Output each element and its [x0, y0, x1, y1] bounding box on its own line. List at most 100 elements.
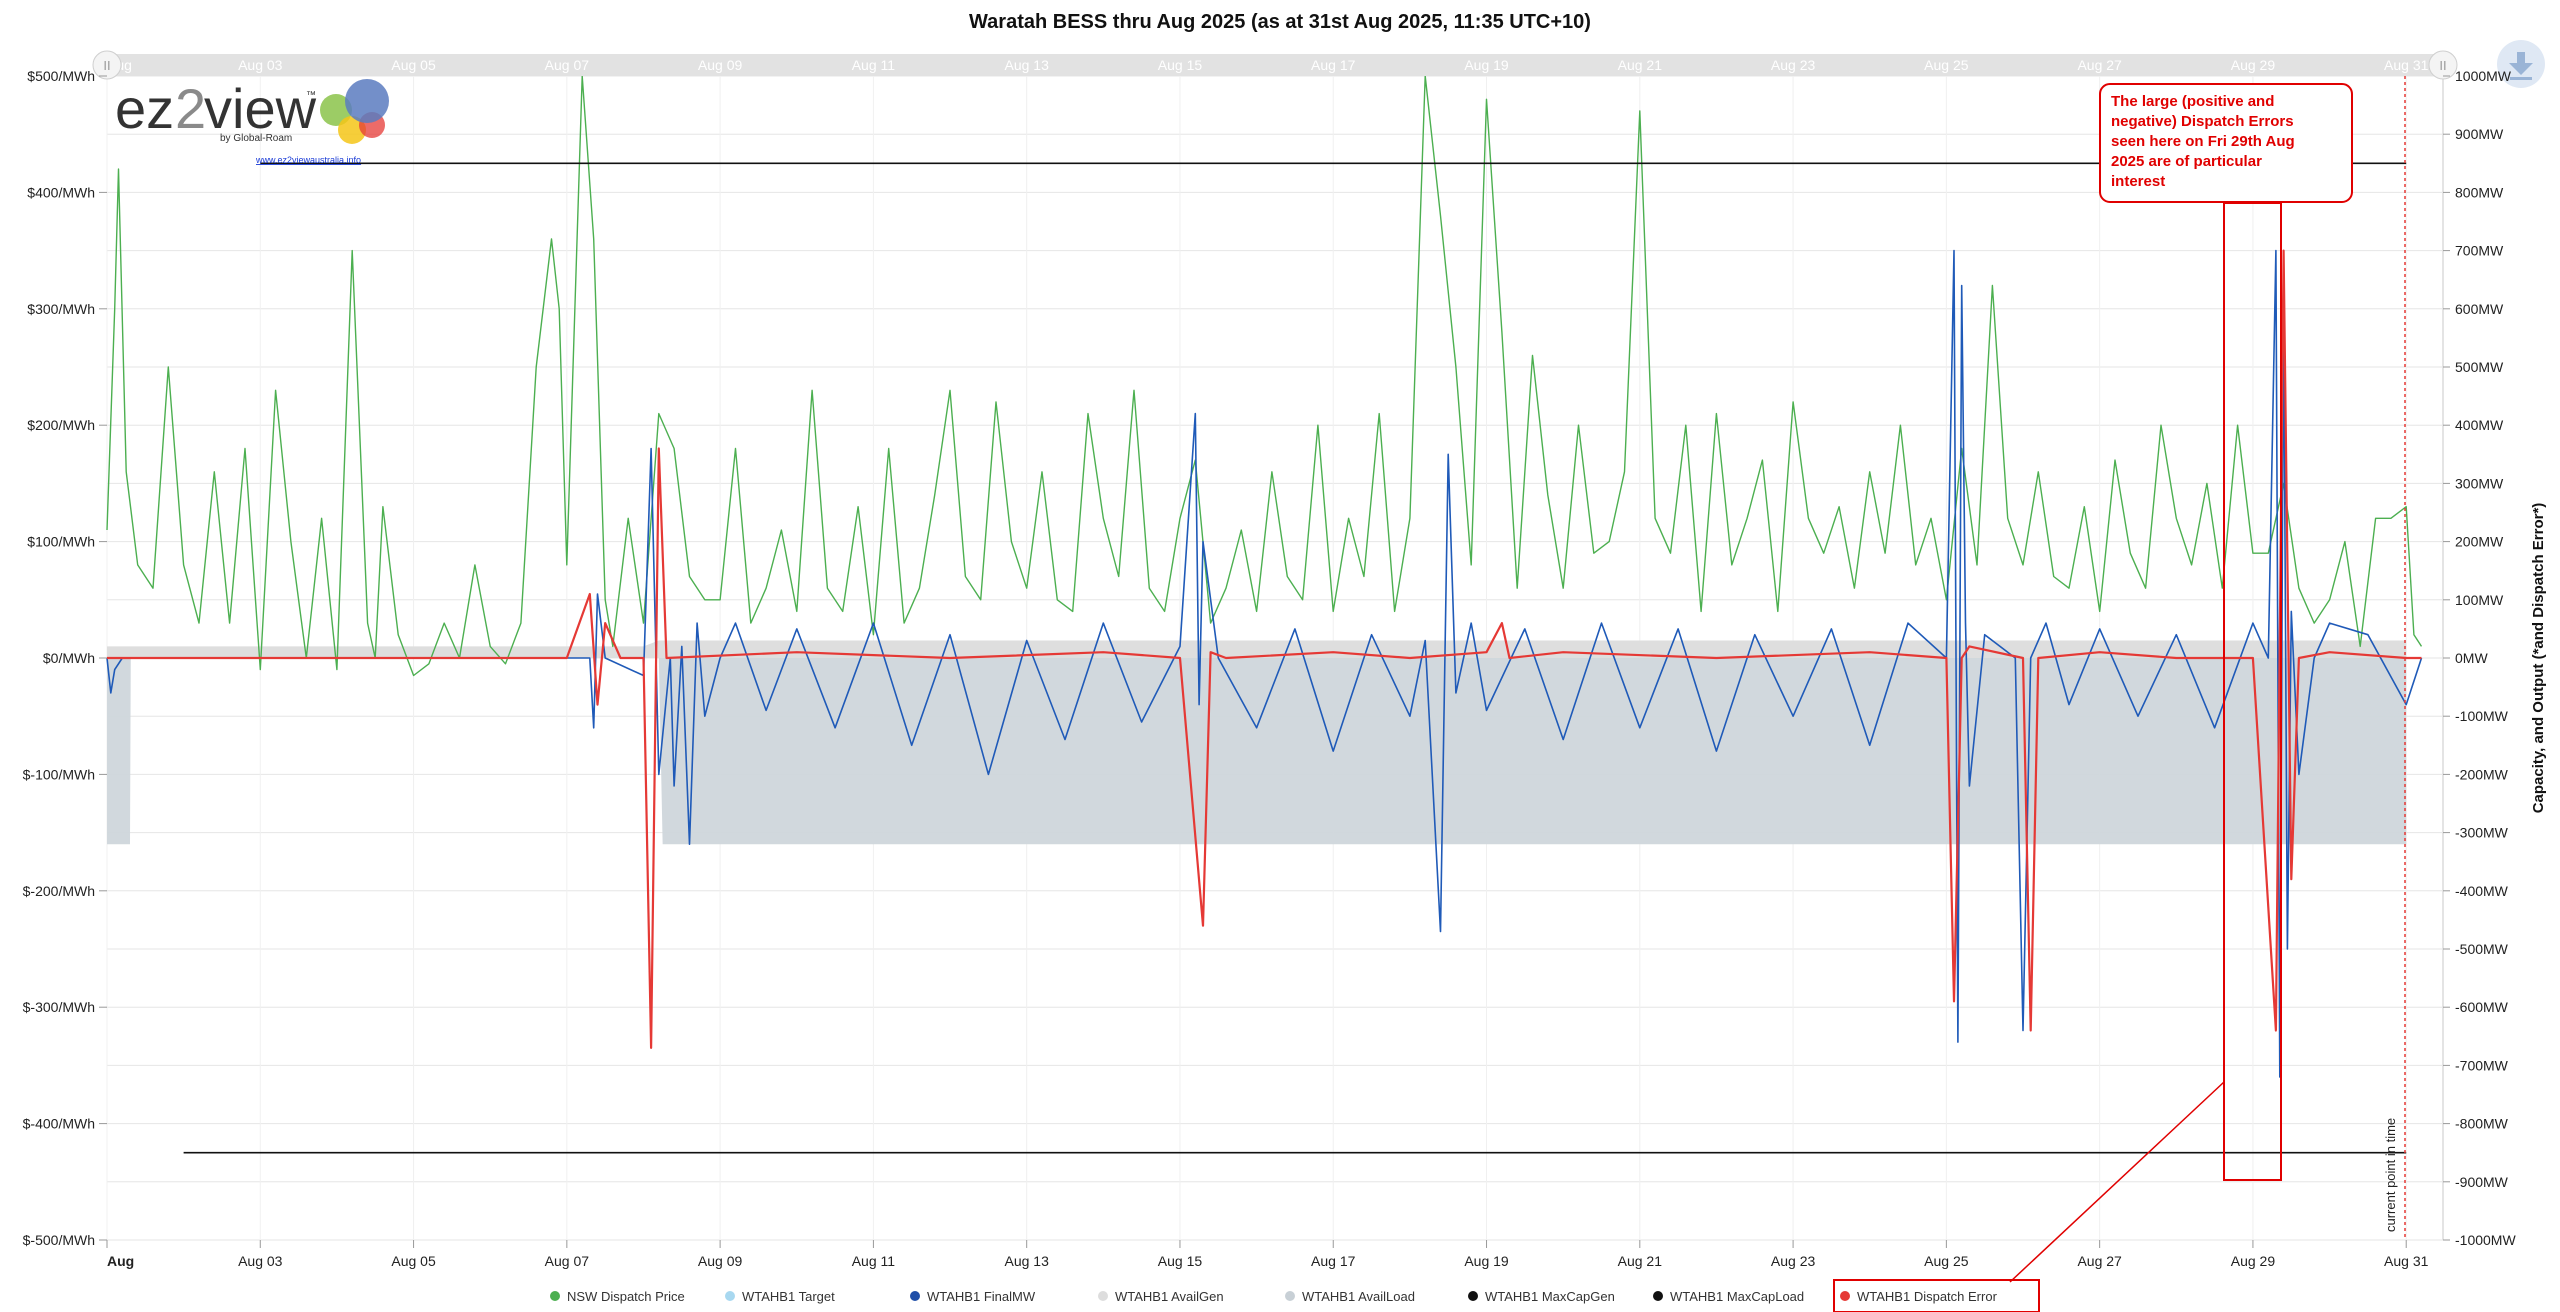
navigator-tick-label: Aug 15	[1158, 57, 1203, 73]
x-tick-label: Aug 29	[2231, 1253, 2276, 1269]
logo-text-view: view	[204, 77, 317, 140]
right-tick-label: -800MW	[2455, 1116, 2509, 1132]
legend-item-wtahb1-dispatch-error[interactable]: WTAHB1 Dispatch Error	[1840, 1289, 1998, 1304]
left-tick-label: $500/MWh	[27, 68, 95, 84]
legend-item-nsw-dispatch-price[interactable]: NSW Dispatch Price	[550, 1289, 685, 1304]
x-tick-label: Aug 03	[238, 1253, 283, 1269]
x-tick-label: Aug 07	[545, 1253, 590, 1269]
right-tick-label: -700MW	[2455, 1057, 2509, 1073]
series-lines	[106, 75, 2423, 1154]
right-tick-label: 100MW	[2455, 592, 2504, 608]
legend-marker	[910, 1291, 920, 1301]
legend-marker	[550, 1291, 560, 1301]
logo-text-ez: ez	[115, 77, 174, 140]
navigator-tick-label: Aug 25	[1924, 57, 1969, 73]
navigator-left-handle-label: II	[103, 58, 110, 73]
right-tick-label: 900MW	[2455, 126, 2504, 142]
series-wtahb1-finalmw	[106, 249, 2423, 1078]
legend-label: WTAHB1 MaxCapLoad	[1670, 1289, 1804, 1304]
navigator-right-handle[interactable]: II	[2428, 50, 2458, 80]
legend-marker	[1285, 1291, 1295, 1301]
logo-circles-icon	[320, 79, 389, 144]
current-time-label: current point in time	[2383, 1118, 2398, 1232]
legend-highlight-box	[1833, 1279, 2040, 1312]
left-tick-label: $400/MWh	[27, 184, 95, 200]
navigator-tick-label: Aug 23	[1771, 57, 1816, 73]
left-tick-label: $300/MWh	[27, 301, 95, 317]
annotation-connector	[2009, 1081, 2225, 1283]
right-tick-label: -500MW	[2455, 941, 2509, 957]
ez2view-logo[interactable]: ez 2 view ™ by Global-Roam www.ez2viewau…	[115, 77, 389, 165]
right-tick-label: 400MW	[2455, 417, 2504, 433]
right-tick-label: -400MW	[2455, 883, 2509, 899]
right-tick-label: 500MW	[2455, 359, 2504, 375]
legend-label: WTAHB1 AvailGen	[1115, 1289, 1224, 1304]
x-tick-label: Aug 19	[1464, 1253, 1509, 1269]
right-axis-ticks: 1000MW 900MW 800MW 700MW 600MW 500MW 400MW 300M…	[2443, 68, 2516, 1248]
area-wtahb1-availload	[107, 658, 2407, 845]
right-tick-label: -200MW	[2455, 766, 2509, 782]
legend: NSW Dispatch Price WTAHB1 Target WTAHB1 Fi…	[550, 1289, 1998, 1304]
left-axis-ticks: $500/MWh $400/MWh $300/MWh $200/MWh $100/MWh…	[23, 68, 107, 1248]
chart-title: Waratah BESS thru Aug 2025 (as at 31st A…	[969, 11, 1591, 33]
annotation-line-4: 2025 are of particular	[2111, 153, 2262, 170]
legend-item-wtahb1-availgen[interactable]: WTAHB1 AvailGen	[1098, 1289, 1224, 1304]
legend-item-wtahb1-maxcapload[interactable]: WTAHB1 MaxCapLoad	[1653, 1289, 1804, 1304]
annotation-line-3: seen here on Fri 29th Aug	[2111, 133, 2295, 150]
navigator-tick-label: Aug 29	[2231, 57, 2276, 73]
navigator-tick-label: Aug 19	[1464, 57, 1509, 73]
right-tick-label: 1000MW	[2455, 68, 2512, 84]
navigator-track[interactable]	[107, 54, 2443, 76]
navigator-tick-label: Aug 07	[545, 57, 590, 73]
series-wtahb1-dispatch-error	[107, 249, 2422, 1049]
x-tick-label: Aug 09	[698, 1253, 743, 1269]
navigator-tick-label: Aug 21	[1618, 57, 1663, 73]
right-tick-label: -900MW	[2455, 1174, 2509, 1190]
x-tick-label: Aug 25	[1924, 1253, 1969, 1269]
x-tick-label: Aug 13	[1004, 1253, 1049, 1269]
left-tick-label: $-200/MWh	[23, 883, 95, 899]
legend-item-wtahb1-finalmw[interactable]: WTAHB1 FinalMW	[910, 1289, 1036, 1304]
right-tick-label: -300MW	[2455, 825, 2509, 841]
legend-item-wtahb1-target[interactable]: WTAHB1 Target	[725, 1289, 835, 1304]
x-tick-label: Aug 21	[1618, 1253, 1663, 1269]
legend-label: WTAHB1 MaxCapGen	[1485, 1289, 1615, 1304]
navigator-tick-label: Aug 31	[2384, 57, 2429, 73]
annotation-highlight-box	[2223, 202, 2282, 1181]
x-tick-label: Aug 27	[2077, 1253, 2122, 1269]
series-nsw-dispatch-price	[106, 75, 2423, 677]
x-tick-label: Aug 17	[1311, 1253, 1356, 1269]
left-tick-label: $100/MWh	[27, 534, 95, 550]
legend-marker	[725, 1291, 735, 1301]
right-tick-label: 800MW	[2455, 184, 2504, 200]
legend-marker	[1840, 1291, 1850, 1301]
legend-item-wtahb1-availload[interactable]: WTAHB1 AvailLoad	[1285, 1289, 1415, 1304]
right-tick-label: -1000MW	[2455, 1232, 2516, 1248]
x-tick-label: Aug	[107, 1253, 134, 1269]
navigator-tick-label: Aug 13	[1004, 57, 1049, 73]
right-tick-label: 600MW	[2455, 301, 2504, 317]
left-tick-label: $-100/MWh	[23, 766, 95, 782]
left-tick-label: $200/MWh	[27, 417, 95, 433]
logo-tm: ™	[306, 90, 316, 101]
logo-by-text: by Global-Roam	[220, 133, 292, 144]
download-button[interactable]	[2497, 40, 2545, 88]
legend-marker	[1468, 1291, 1478, 1301]
navigator-tick-label: Aug 05	[391, 57, 436, 73]
logo-url[interactable]: www.ez2viewaustralia.info	[255, 155, 361, 165]
legend-label: WTAHB1 Target	[742, 1289, 835, 1304]
right-axis-title: Capacity, and Output (*and Dispatch Erro…	[2530, 503, 2547, 814]
annotation-line-1: The large (positive and	[2111, 93, 2274, 110]
legend-marker	[1653, 1291, 1663, 1301]
legend-label: WTAHB1 AvailLoad	[1302, 1289, 1415, 1304]
legend-item-wtahb1-maxcapgen[interactable]: WTAHB1 MaxCapGen	[1468, 1289, 1615, 1304]
left-tick-label: $-300/MWh	[23, 999, 95, 1015]
annotation-line-2: negative) Dispatch Errors	[2111, 113, 2294, 130]
navigator-left-handle[interactable]: II	[92, 50, 122, 80]
right-tick-label: 700MW	[2455, 243, 2504, 259]
legend-label: WTAHB1 FinalMW	[927, 1289, 1036, 1304]
right-tick-label: 0MW	[2455, 650, 2488, 666]
logo-text-2: 2	[175, 77, 206, 140]
